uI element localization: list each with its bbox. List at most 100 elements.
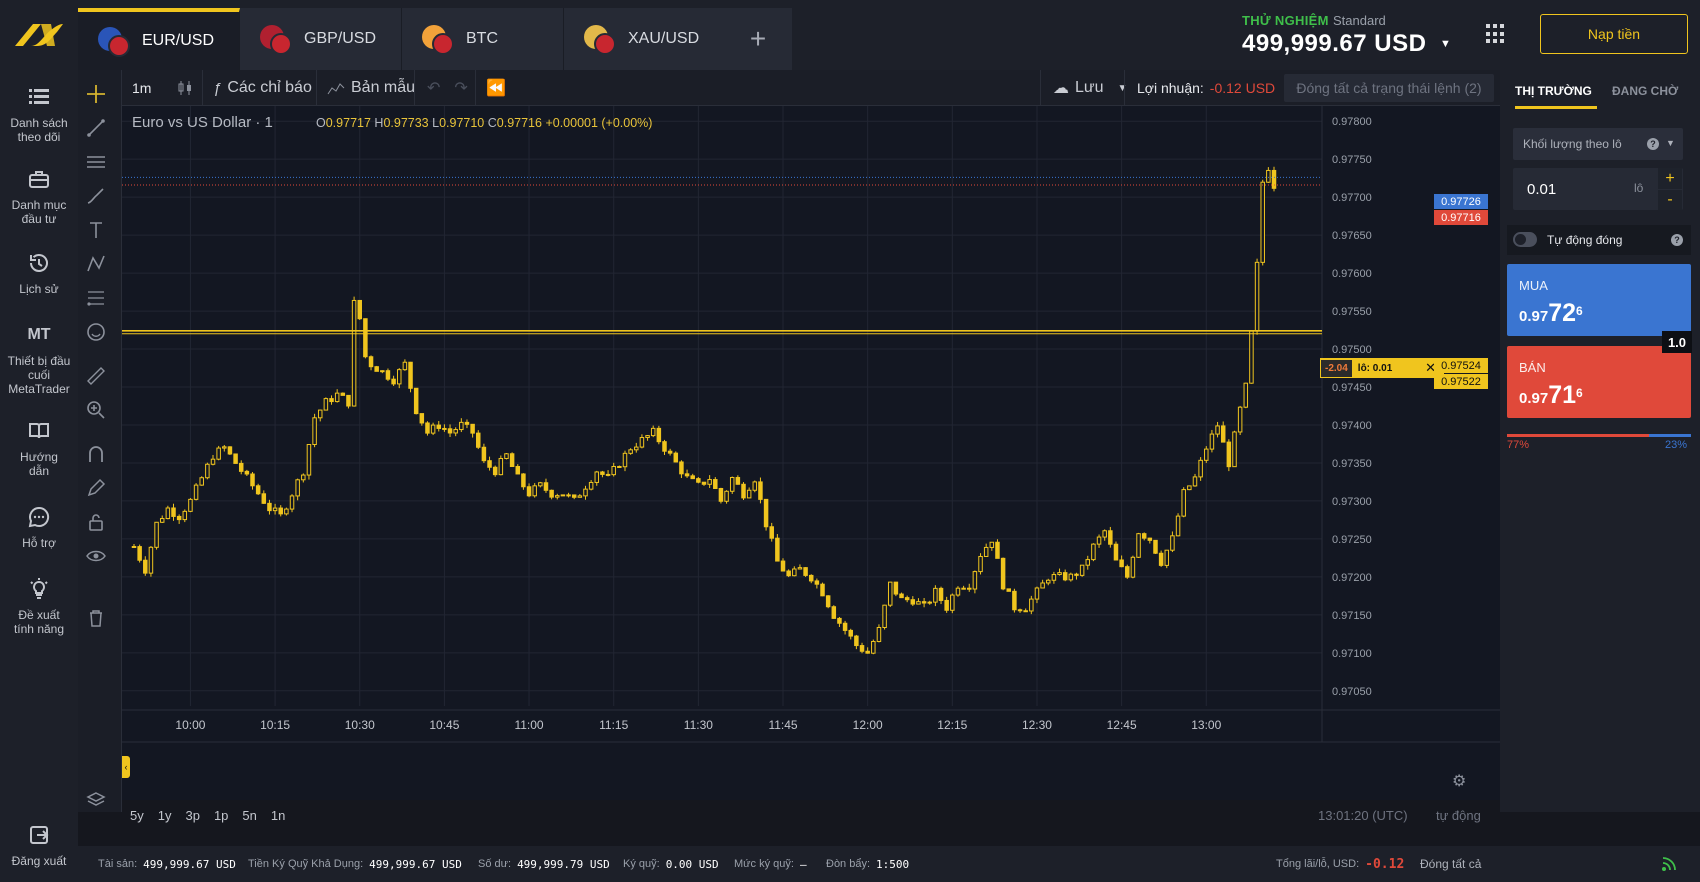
candle-body: [792, 568, 797, 577]
history-icon: [30, 254, 48, 272]
auto-close-toggle[interactable]: [1513, 232, 1537, 247]
magnet-icon[interactable]: [82, 440, 110, 468]
fibonacci-icon[interactable]: [82, 284, 110, 312]
layers-icon[interactable]: [82, 786, 110, 814]
help-icon[interactable]: ?: [1647, 138, 1659, 150]
indicators-button[interactable]: ƒ Các chỉ báo: [202, 70, 312, 106]
tab-btc[interactable]: BTC: [402, 8, 564, 70]
horizontal-lines-icon[interactable]: [82, 148, 110, 176]
sidebar-item-support[interactable]: Hỗ trợ: [0, 504, 78, 550]
lot-increase-button[interactable]: +: [1658, 168, 1682, 189]
brush-icon[interactable]: [82, 182, 110, 210]
plus-icon: +: [749, 23, 767, 54]
exness-logo[interactable]: [0, 0, 78, 70]
candle-body: [430, 424, 436, 434]
ohlc-legend: O0.97717 H0.97733 L0.97710 C0.97716 +0.0…: [316, 116, 653, 130]
redo-icon[interactable]: ↷: [454, 80, 468, 97]
save-button[interactable]: ☁ Lưu ▼: [1040, 70, 1127, 106]
auto-scale-button[interactable]: tự động: [1436, 808, 1481, 823]
gear-icon[interactable]: ⚙: [1452, 773, 1467, 790]
pattern-icon[interactable]: [82, 250, 110, 278]
add-tab-button[interactable]: +: [724, 8, 792, 70]
tab-market[interactable]: THỊ TRƯỜNG: [1515, 84, 1592, 98]
price-chart[interactable]: 0.97800 0.97750 0.97700 0.97650 0.97600 0.975…: [122, 106, 1500, 823]
sidebar-item-history[interactable]: Lịch sử: [0, 250, 78, 296]
close-position-icon[interactable]: ✕: [1425, 360, 1436, 375]
ruler-icon[interactable]: [82, 362, 110, 390]
candle-body: [396, 369, 402, 385]
template-icon: [327, 83, 345, 95]
candle-body: [662, 441, 667, 452]
tab-xauusd[interactable]: XAU/USD: [564, 8, 726, 70]
chevron-down-icon[interactable]: ▼: [1440, 38, 1451, 50]
tab-eurusd[interactable]: EUR/USD: [78, 8, 240, 70]
eye-icon[interactable]: [82, 542, 110, 570]
sidebar-item-watchlist[interactable]: Danh sách theo dõi: [0, 84, 78, 144]
open-value: 0.97717: [325, 116, 371, 130]
candle-body: [628, 449, 633, 454]
help-icon[interactable]: ?: [1671, 234, 1683, 246]
candlestick-chart[interactable]: 0.97800 0.97750 0.97700 0.97650 0.97600 0.975…: [122, 106, 1500, 800]
high-value: 0.97733: [383, 116, 429, 130]
tab-gbpusd[interactable]: GBP/USD: [240, 8, 402, 70]
crosshair-icon[interactable]: [82, 80, 110, 108]
candle-body: [763, 498, 769, 528]
pencil-lock-icon[interactable]: [82, 474, 110, 502]
account-balance[interactable]: 499,999.67 USD: [1242, 30, 1427, 57]
candle-body: [317, 409, 323, 419]
volume-type-select[interactable]: Khối lượng theo lô ? ▼: [1513, 128, 1683, 160]
candle-body: [538, 482, 543, 487]
text-icon[interactable]: [82, 216, 110, 244]
y-tick-label: 0.97550: [1332, 306, 1372, 318]
tab-underline: [1515, 106, 1597, 109]
candle-type-icon[interactable]: [170, 70, 194, 106]
buy-button[interactable]: MUA 0.97726: [1507, 264, 1691, 336]
tab-pending[interactable]: ĐANG CHỜ: [1612, 84, 1679, 98]
sidebar-item-feature-request[interactable]: Đề xuất tính năng: [0, 576, 78, 636]
candle-body: [617, 465, 622, 468]
sidebar-item-guide[interactable]: Hướng dẫn: [0, 418, 78, 478]
close-all-button[interactable]: Đóng tất cả: [1420, 857, 1482, 871]
tab-label: GBP/USD: [304, 30, 377, 47]
lot-decrease-button[interactable]: -: [1658, 190, 1682, 210]
collapse-handle[interactable]: ‹: [122, 756, 130, 778]
candle-body: [1040, 582, 1045, 589]
range-5d[interactable]: 5n: [242, 808, 257, 823]
range-5y[interactable]: 5y: [130, 808, 144, 823]
position-label[interactable]: -2.04 lô: 0.01 ✕: [1320, 358, 1444, 378]
undo-icon[interactable]: ↶: [427, 80, 441, 97]
trend-line-icon[interactable]: [82, 114, 110, 142]
lock-icon[interactable]: [82, 508, 110, 536]
candle-body: [825, 595, 831, 608]
sidebar-item-metatrader[interactable]: MT Thiết bị đầu cuối MetaTrader: [0, 322, 78, 397]
range-1y[interactable]: 1y: [157, 808, 172, 823]
candle-body: [476, 432, 481, 448]
range-1m[interactable]: 1p: [213, 808, 229, 823]
sell-button[interactable]: BÁN 0.97716: [1507, 346, 1691, 418]
candle-body: [921, 601, 927, 604]
candle-body: [131, 546, 137, 549]
candle-body: [182, 510, 188, 521]
candle-body: [882, 604, 887, 628]
replay-icon[interactable]: ⏪: [475, 70, 506, 106]
zoom-icon[interactable]: [82, 396, 110, 424]
logout-label: Đăng xuất: [11, 854, 67, 868]
close-all-positions-button[interactable]: Đóng tất cả trạng thái lệnh (2): [1284, 74, 1494, 102]
connection-icon: [1662, 846, 1676, 882]
y-tick-label: 0.97150: [1332, 610, 1372, 622]
candle-body: [323, 398, 329, 411]
trash-icon[interactable]: [82, 604, 110, 632]
apps-grid-icon[interactable]: [1486, 24, 1506, 44]
sidebar-item-portfolio[interactable]: Danh mục đầu tư: [0, 166, 78, 226]
logout-button[interactable]: Đăng xuất: [0, 822, 78, 868]
candle-body: [159, 518, 165, 523]
templates-button[interactable]: Bản mẫu: [316, 70, 415, 106]
range-3m[interactable]: 3p: [185, 808, 200, 823]
candle-body: [837, 617, 842, 624]
range-1d[interactable]: 1n: [270, 808, 286, 823]
emoji-icon[interactable]: [82, 318, 110, 346]
timeframe-button[interactable]: 1m: [132, 80, 152, 96]
lightbulb-icon: [30, 578, 48, 599]
deposit-button[interactable]: Nạp tiền: [1540, 14, 1688, 54]
lot-input[interactable]: 0.01: [1513, 168, 1683, 210]
